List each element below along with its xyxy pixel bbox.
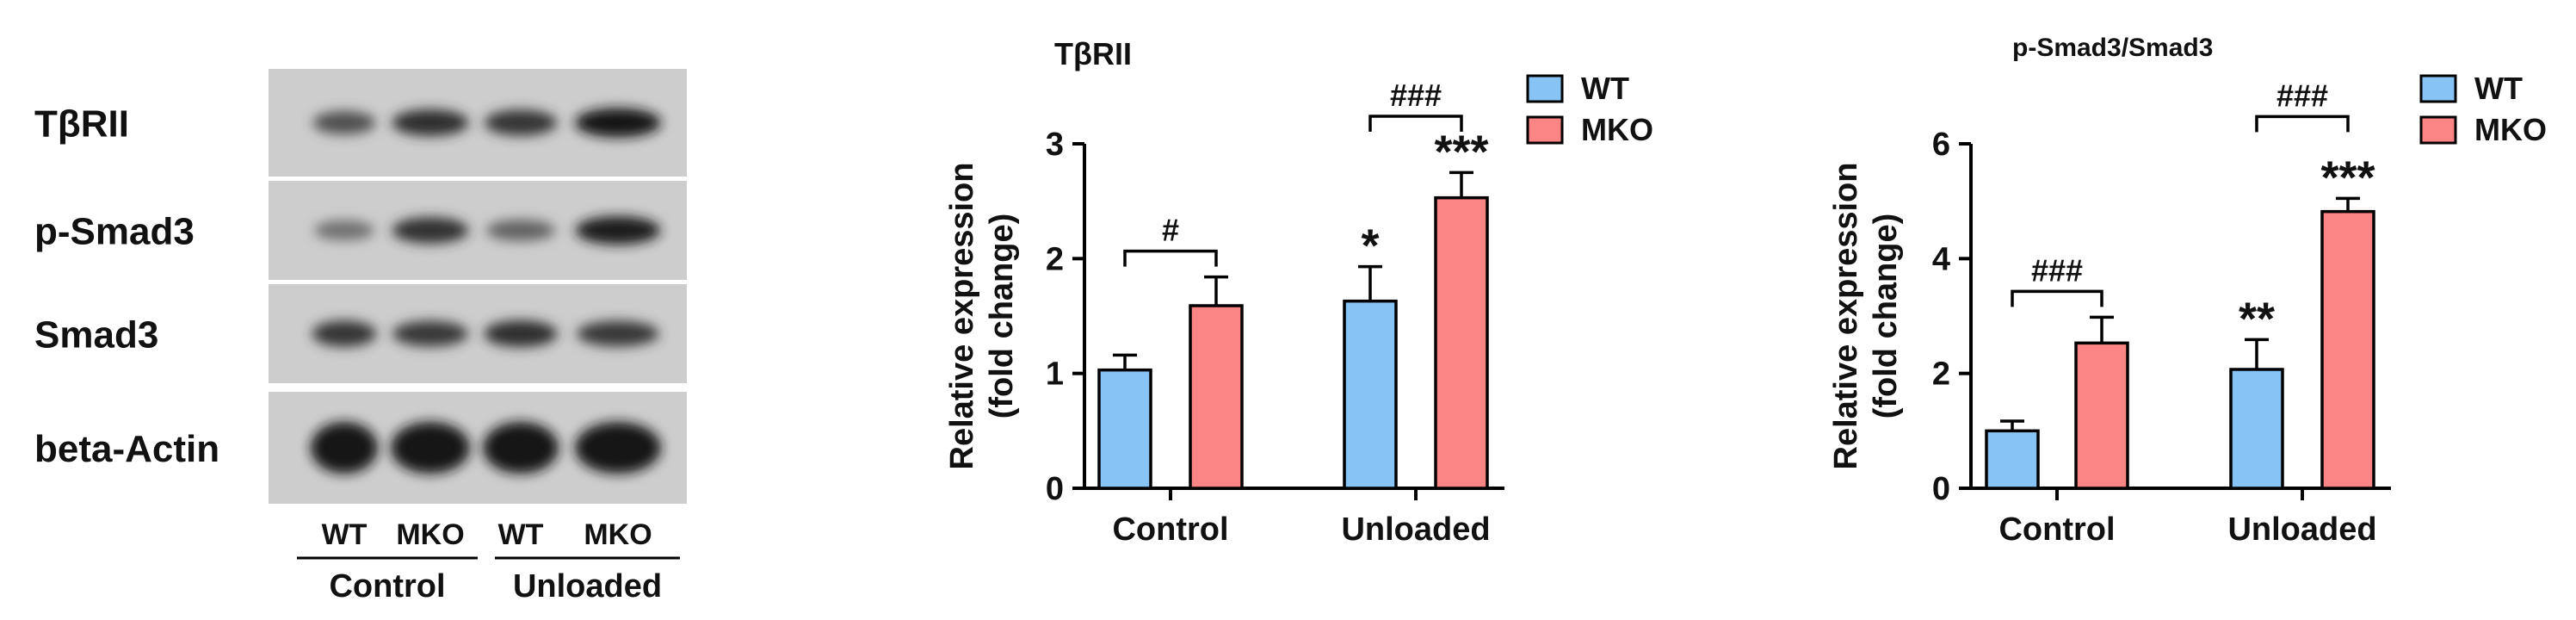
y-axis-label-line: (fold change) [1868, 214, 1904, 419]
y-axis-label-line: Relative expression [944, 163, 980, 470]
chart-psmad3-smad3: p-Smad3/Smad3 0 2 4 6 Relative expression (fol… [1828, 34, 2547, 548]
blot-band [484, 320, 558, 347]
blot-group-label: Unloaded [513, 568, 662, 604]
y-axis-label-line: Relative expression [1828, 163, 1864, 470]
chart-tbrii: TβRII 0 1 2 3 Relative expression (fold change… [944, 36, 1653, 548]
western-blot-panel: TβRII p-Smad3 Smad3 beta-Actin WT MKO WT MKO Con… [34, 69, 687, 604]
x-tick-label: Control [1112, 512, 1228, 548]
blot-protein-label: Smad3 [34, 314, 158, 356]
blot-band [392, 217, 469, 244]
significance-label: *** [1434, 126, 1488, 177]
significance-label: *** [2320, 152, 2375, 203]
y-tick-label: 4 [1932, 241, 1950, 277]
comparison-label: ### [2276, 78, 2328, 113]
x-tick-label: Control [1998, 512, 2115, 548]
y-tick-label: 6 [1932, 127, 1950, 163]
chart-title: p-Smad3/Smad3 [2012, 34, 2213, 62]
blot-band [392, 320, 469, 347]
x-tick-label: Unloaded [1341, 512, 1490, 548]
legend-swatch-mko [1526, 115, 1564, 145]
y-tick-label: 0 [1046, 471, 1064, 507]
comparison-bracket [1123, 249, 1218, 267]
y-axis-label: Relative expression (fold change) [1828, 163, 1904, 470]
legend-label: WT [2474, 71, 2523, 106]
chart-title: TβRII [1054, 36, 1132, 71]
y-tick-label: 2 [1046, 241, 1064, 277]
blot-protein-label: beta-Actin [34, 428, 219, 470]
legend-swatch-mko [2419, 115, 2457, 145]
blot-lane-label: WT [498, 518, 544, 551]
significance-label: * [1361, 220, 1379, 272]
y-tick-label: 3 [1046, 127, 1064, 163]
y-axis-label-line: (fold change) [984, 214, 1020, 419]
blot-group-label: Control [329, 568, 445, 604]
blot-band [484, 109, 558, 136]
x-tick-label: Unloaded [2227, 512, 2376, 548]
bar-wt [1097, 368, 1152, 490]
legend-label: WT [1581, 71, 1629, 106]
legend-label: MKO [1581, 112, 1653, 147]
blot-protein-label: p-Smad3 [34, 211, 195, 253]
comparison-bracket [2011, 289, 2103, 307]
blot-band [314, 220, 374, 241]
blot-lane-label: WT [322, 518, 368, 551]
blot-band [577, 320, 659, 347]
comparison-label: ### [2031, 252, 2083, 288]
bar-mko [1189, 304, 1244, 490]
blot-band [312, 110, 376, 135]
y-tick-label: 1 [1046, 356, 1064, 393]
blot-band [485, 220, 556, 241]
blot-band [575, 422, 661, 474]
blot-protein-label: TβRII [34, 103, 129, 146]
bar-wt [1343, 299, 1398, 490]
blot-band [575, 216, 661, 245]
comparison-label: # [1162, 213, 1179, 248]
blot-band [311, 422, 378, 474]
bar-mko [2074, 341, 2129, 490]
blot-lane-label: MKO [396, 518, 464, 551]
y-tick-label: 2 [1932, 356, 1950, 393]
legend-label: MKO [2474, 112, 2547, 147]
comparison-label: ### [1390, 78, 1442, 113]
blot-lane-label: MKO [584, 518, 652, 551]
blot-band [392, 109, 469, 136]
bar-mko [2320, 209, 2375, 490]
legend-swatch-wt [2419, 74, 2457, 103]
y-axis-label: Relative expression (fold change) [944, 163, 1020, 470]
bar-wt [2229, 368, 2284, 490]
significance-label: ** [2239, 293, 2275, 344]
y-tick-label: 0 [1932, 471, 1950, 507]
comparison-bracket [2255, 115, 2350, 133]
blot-band [575, 108, 661, 138]
bar-mko [1434, 195, 1489, 490]
blot-band [483, 422, 559, 474]
bar-wt [1985, 429, 2040, 490]
blot-band [391, 422, 470, 474]
comparison-bracket [1368, 115, 1463, 132]
legend-swatch-wt [1526, 74, 1564, 103]
blot-band [312, 320, 377, 347]
